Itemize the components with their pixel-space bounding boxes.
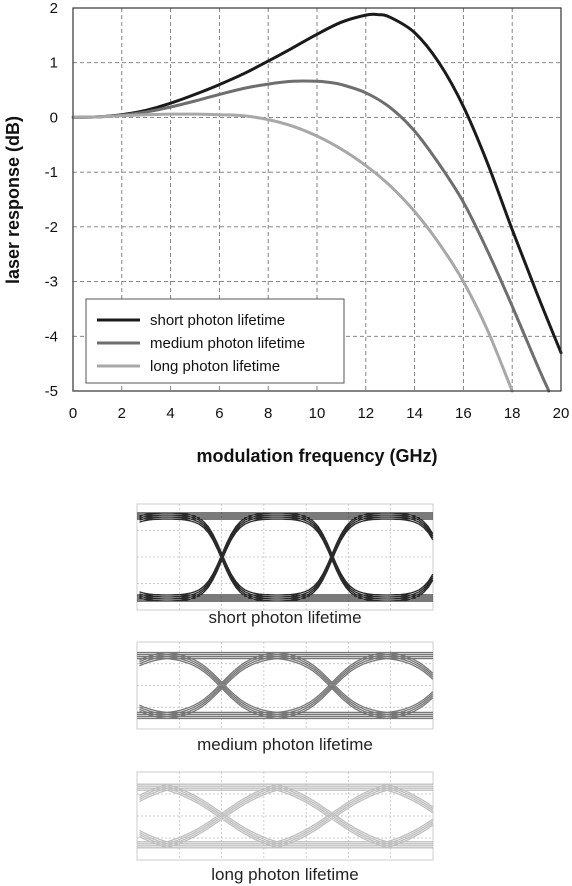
eye-label-3: long photon lifetime xyxy=(211,865,358,884)
x-tick-label-5: 10 xyxy=(309,405,326,422)
chart-series xyxy=(71,12,563,393)
y-tick-label-2: 0 xyxy=(50,109,58,126)
x-tick-label-8: 16 xyxy=(455,405,472,422)
chart-legend: short photon lifetime medium photon lifet… xyxy=(85,298,345,384)
eye-traces-3 xyxy=(137,783,434,849)
x-tick-label-1: 2 xyxy=(118,405,126,422)
x-tick-label-2: 4 xyxy=(166,405,174,422)
response-chart: 0 2 4 6 8 10 12 14 16 18 20 210-1-2-3-4-5 modulati… xyxy=(3,0,569,466)
eye-diagram-2: medium photon lifetime xyxy=(136,641,434,754)
x-tick-label-4: 8 xyxy=(264,405,272,422)
legend-label-2: medium photon lifetime xyxy=(150,335,305,352)
y-tick-label-7: -5 xyxy=(45,383,58,400)
x-tick-label-6: 12 xyxy=(357,405,374,422)
legend-box xyxy=(85,298,345,384)
y-tick-label-5: -3 xyxy=(45,274,58,291)
x-tick-labels: 0 2 4 6 8 10 12 14 16 18 20 xyxy=(69,405,570,422)
plot-frame xyxy=(72,7,562,392)
series-line-1 xyxy=(71,12,563,355)
y-axis-title: laser response (dB) xyxy=(3,116,23,284)
x-tick-label-7: 14 xyxy=(406,405,423,422)
x-tick-label-0: 0 xyxy=(69,405,77,422)
eye-diagrams: short photon lifetime medium photon lifet… xyxy=(136,503,434,884)
eye-label-1: short photon lifetime xyxy=(208,608,361,627)
eye-label-2: medium photon lifetime xyxy=(197,735,373,754)
series-line-2 xyxy=(71,79,551,393)
y-tick-label-6: -4 xyxy=(45,328,58,345)
series-line-3 xyxy=(71,112,514,393)
legend-label-3: long photon lifetime xyxy=(150,358,280,375)
y-tick-label-4: -2 xyxy=(45,219,58,236)
eye-traces-2 xyxy=(137,651,434,720)
x-axis-title: modulation frequency (GHz) xyxy=(196,446,437,466)
y-tick-label-3: -1 xyxy=(45,164,58,181)
y-tick-label-1: 1 xyxy=(50,55,58,72)
chart-grid xyxy=(73,8,561,391)
x-tick-label-3: 6 xyxy=(215,405,223,422)
eye-traces-1 xyxy=(137,512,434,602)
eye-diagram-1: short photon lifetime xyxy=(136,503,434,627)
legend-label-1: short photon lifetime xyxy=(150,312,285,329)
y-tick-labels: 2 1 0 -1 -2 -3 -4 -5 xyxy=(45,0,58,400)
x-tick-label-9: 18 xyxy=(504,405,521,422)
x-tick-label-10: 20 xyxy=(553,405,570,422)
eye-diagram-3: long photon lifetime xyxy=(136,771,434,884)
y-tick-label-0: 2 xyxy=(50,0,58,17)
